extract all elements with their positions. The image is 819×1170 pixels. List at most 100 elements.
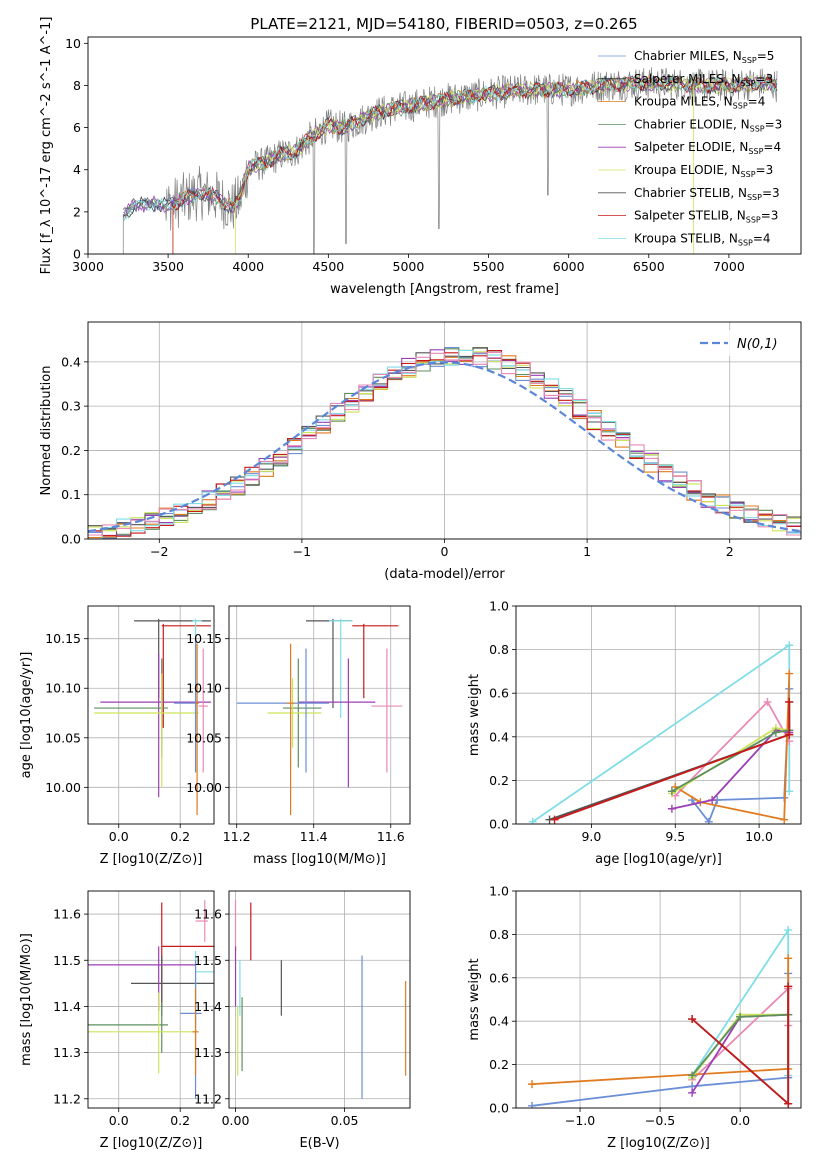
legend-entry: Kroupa ELODIE, NSSP=3 [634,163,773,179]
figure-title: PLATE=2121, MJD=54180, FIBERID=0503, z=0… [250,15,637,33]
x-tick-label: −0.5 [645,1113,675,1128]
mass-weight-vs-Z-panel: −1.0 −0.5 0.0 0.0 0.2 0.4 0.6 0.8 1.0 Z [log10(Z/… [467,884,802,1151]
errorbar-point [88,946,196,1012]
y-tick-label: 10.10 [45,681,81,696]
weight-line-3 [674,673,791,821]
x-tick-label: 9.0 [581,829,601,844]
y-tick-label: 8 [73,78,81,93]
y-tick-label: 2 [73,204,81,219]
errorbar-point [174,638,199,773]
x-tick-label: 0.05 [331,1113,359,1128]
errorbar-point [94,658,168,758]
y-axis-label: mass weight [467,674,482,756]
y-tick-label: 11.6 [53,907,81,922]
axes-frame [87,36,802,255]
weight-marker [550,815,559,824]
axes-frame [515,605,802,825]
y-axis-label: Normed distribution [39,366,54,496]
legend-entry: Salpeter STELIB, NSSP=3 [634,209,778,225]
plots-layer: 3000 3500 4000 4500 5000 5500 6000 6500 7000 0 2 4 6… [19,17,802,1151]
y-tick-label: 0.6 [489,970,509,985]
axes-frame [87,321,802,540]
x-axis-label: Z [log10(Z/Z⊙)] [100,852,203,867]
errorbar-point [192,987,199,1076]
x-tick-label: 10.0 [745,829,773,844]
y-tick-label: 10.15 [186,631,222,646]
gaussian-curve [88,361,801,533]
weight-marker [667,804,676,813]
y-tick-label: 11.5 [53,953,81,968]
weight-marker [763,697,772,706]
y-tick-label: 11.6 [194,907,222,922]
axes-frame [228,605,411,825]
legend-entry: Salpeter ELODIE, NSSP=4 [634,140,781,156]
weight-line-0 [532,643,791,823]
weight-marker [784,982,793,991]
axes-frame [87,605,215,825]
x-tick-label: 1 [583,544,591,559]
weight-marker [708,796,717,805]
errorbar-point [161,623,211,728]
x-tick-label: 11.6 [377,829,405,844]
legend-entry: Chabrier MILES, NSSP=5 [634,49,774,65]
y-tick-label: 0 [73,247,81,262]
y-tick-label: 0.0 [489,817,509,832]
y-axis-label: mass weight [467,958,482,1040]
errorbar-point [286,643,295,816]
y-tick-label: 10.00 [186,780,222,795]
y-tick-label: 0.2 [489,1057,509,1072]
x-tick-label: 7000 [713,259,745,274]
y-tick-label: 10.05 [45,730,81,745]
mass-weight-vs-age-panel: 9.0 9.5 10.0 0.0 0.2 0.4 0.6 0.8 1.0 age [log10(a… [467,599,802,867]
mass-weight-vs-age-marks [528,641,794,824]
errorbar-point [195,900,208,942]
model-line-8 [122,74,778,221]
weight-line-5 [671,727,790,795]
y-tick-label: 11.3 [194,1045,222,1060]
weight-marker [785,669,794,678]
y-tick-label: 0.4 [61,354,81,369]
y-tick-label: 0.6 [489,686,509,701]
errorbar-point [88,1001,168,1053]
spectrum-panel: 3000 3500 4000 4500 5000 5500 6000 6500 7000 0 2 4 6… [39,17,802,297]
model-line-4 [122,73,778,218]
weight-marker [785,697,794,706]
errorbar-point [267,678,322,748]
y-tick-label: 1.0 [489,599,509,614]
y-tick-label: 11.4 [194,999,222,1014]
errorbar-point [198,648,208,773]
y-tick-label: 11.2 [194,1091,222,1106]
weight-marker [785,787,794,796]
x-axis-label: E(B-V) [299,1136,339,1151]
weight-line-7 [549,701,791,821]
x-tick-label: 0.00 [222,1113,250,1128]
age-vs-Z-marks [94,618,211,816]
x-axis-label: Z [log10(Z/Z⊙)] [607,1136,710,1151]
x-axis-label: mass [log10(M/M⊙)] [253,852,386,867]
mass-weight-vs-Z-marks [528,926,793,1108]
mass-vs-EBV-panel: 0.00 0.05 11.2 11.3 11.4 11.5 11.6 E(B-V) [194,890,411,1151]
errorbar-point [329,618,353,718]
errorbar-point [94,673,199,788]
model-line-1 [123,74,778,218]
legend-entry: Chabrier ELODIE, NSSP=3 [634,117,782,133]
x-tick-label: −1.0 [565,1113,595,1128]
x-tick-label: 6500 [633,259,665,274]
x-tick-label: 0.0 [109,1113,129,1128]
x-tick-label: 4500 [312,259,344,274]
y-tick-label: 10.00 [45,780,81,795]
x-tick-label: 3500 [152,259,184,274]
weight-marker [736,1012,745,1021]
mass-vs-Z-marks [88,900,214,1099]
x-tick-label: −1 [293,544,311,559]
y-tick-label: 11.4 [53,999,81,1014]
x-axis-label: (data-model)/error [384,567,505,582]
errorbar-point [306,618,353,709]
weight-marker [704,817,713,824]
spectrum-legend: Chabrier MILES, NSSP=5 Salpeter MILES, NS… [598,49,782,247]
mass-vs-EBV-marks [234,900,407,1099]
x-tick-label: 5500 [473,259,505,274]
y-axis-label: mass [log10(M/M⊙)] [19,933,34,1066]
errorbar-point [88,992,196,1074]
